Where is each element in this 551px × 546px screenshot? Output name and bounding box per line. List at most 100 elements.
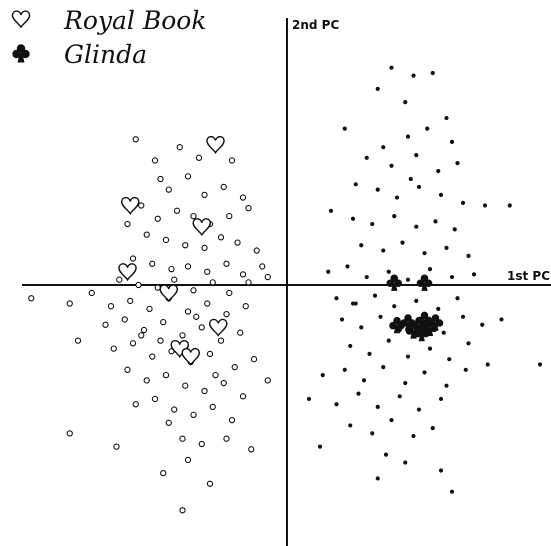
point-small-open-circle-5 [228, 157, 236, 164]
point-small-open-circle-57 [140, 326, 148, 334]
point-small-filled-dot-9 [425, 126, 430, 131]
point-small-filled-dot-61 [367, 351, 372, 356]
x-axis-label: 1st PC [507, 269, 550, 283]
point-small-filled-dot-47 [372, 293, 378, 298]
point-small-filled-dot-90 [375, 476, 380, 481]
point-small-filled-dot-1 [411, 73, 416, 78]
point-small-open-circle-8 [184, 173, 192, 180]
point-small-filled-dot-35 [466, 253, 471, 258]
point-small-open-circle-21 [162, 236, 170, 244]
point-small-open-circle-59 [179, 332, 186, 339]
point-small-open-circle-53 [223, 310, 230, 318]
point-small-filled-dot-13 [414, 153, 419, 158]
point-small-filled-dot-48 [392, 304, 397, 309]
point-open-heart-7 [181, 347, 200, 367]
legend-heart-icon [11, 10, 31, 29]
point-small-filled-dot-24 [350, 216, 356, 221]
point-small-open-circle-89 [198, 440, 205, 448]
point-small-open-circle-26 [253, 247, 260, 254]
point-small-filled-dot-86 [430, 426, 435, 431]
point-small-open-circle-80 [151, 395, 159, 403]
point-small-filled-dot-76 [334, 402, 339, 407]
point-small-open-circle-22 [182, 242, 189, 249]
point-small-open-circle-2 [176, 144, 183, 151]
point-small-open-circle-55 [102, 321, 109, 328]
series-open-heart [118, 135, 228, 367]
legend-club-icon [12, 44, 30, 63]
point-small-filled-dot-50 [436, 306, 441, 311]
point-small-filled-dot-83 [370, 431, 375, 436]
point-small-open-circle-99 [212, 371, 219, 379]
point-small-filled-dot-32 [400, 240, 405, 245]
point-small-open-circle-73 [162, 371, 170, 379]
point-small-open-circle-65 [129, 340, 137, 347]
point-small-open-circle-13 [154, 215, 161, 222]
point-small-open-circle-47 [107, 303, 115, 310]
point-small-open-circle-79 [132, 401, 139, 408]
point-small-open-circle-11 [239, 194, 247, 201]
point-small-filled-dot-16 [353, 182, 358, 187]
point-small-filled-dot-66 [466, 341, 471, 346]
point-small-open-circle-87 [165, 419, 172, 426]
point-small-filled-dot-93 [499, 317, 504, 322]
y-axis-label: 2nd PC [292, 18, 339, 32]
point-small-filled-dot-18 [394, 195, 400, 200]
point-small-open-circle-41 [226, 289, 233, 297]
point-small-filled-dot-40 [386, 269, 391, 274]
point-small-open-circle-29 [168, 265, 175, 273]
point-small-filled-dot-81 [438, 396, 444, 402]
point-small-open-circle-74 [182, 382, 189, 389]
point-small-filled-dot-23 [328, 208, 334, 213]
point-small-open-circle-51 [184, 308, 192, 315]
point-small-filled-dot-59 [480, 322, 485, 327]
point-small-filled-dot-62 [386, 338, 391, 343]
point-small-open-circle-71 [124, 366, 131, 373]
point-small-filled-dot-15 [455, 161, 460, 166]
point-small-filled-dot-2 [430, 70, 435, 76]
point-small-filled-dot-54 [378, 314, 383, 319]
point-small-filled-dot-74 [463, 367, 468, 372]
point-small-filled-dot-94 [485, 362, 490, 367]
point-small-filled-dot-77 [356, 391, 361, 396]
point-open-heart-5 [209, 318, 228, 337]
legend-label-royal-book: Royal Book [63, 6, 206, 35]
point-small-open-circle-14 [173, 207, 181, 214]
point-small-open-circle-24 [217, 234, 225, 241]
point-filled-club-9 [413, 324, 430, 342]
point-small-open-circle-25 [234, 239, 241, 246]
point-small-open-circle-62 [237, 329, 244, 336]
point-small-open-circle-39 [190, 287, 197, 294]
point-small-filled-dot-64 [427, 346, 433, 351]
point-small-open-circle-31 [204, 268, 211, 275]
point-small-filled-dot-60 [348, 343, 353, 349]
point-small-filled-dot-12 [389, 163, 394, 168]
point-small-open-circle-32 [223, 260, 230, 267]
point-small-filled-dot-80 [416, 407, 422, 412]
point-filled-club-0 [386, 274, 403, 291]
point-small-open-circle-12 [138, 202, 145, 209]
point-small-filled-dot-20 [438, 192, 444, 197]
point-small-open-circle-58 [160, 318, 167, 326]
point-small-open-circle-19 [124, 220, 131, 228]
point-small-open-circle-15 [190, 212, 197, 220]
point-small-open-circle-44 [28, 295, 35, 302]
point-small-filled-dot-79 [397, 394, 402, 399]
point-small-filled-dot-41 [405, 277, 411, 282]
point-small-filled-dot-95 [537, 362, 543, 367]
point-small-open-circle-75 [201, 387, 208, 395]
point-open-heart-1 [121, 196, 140, 216]
point-small-filled-dot-31 [381, 248, 386, 253]
point-small-open-circle-90 [223, 435, 230, 442]
point-small-open-circle-52 [204, 300, 211, 307]
point-small-filled-dot-75 [306, 396, 312, 402]
legend: Royal Book Glinda [11, 6, 206, 69]
point-small-open-circle-49 [146, 305, 153, 312]
point-small-open-circle-17 [226, 212, 233, 220]
point-small-open-circle-45 [66, 300, 73, 307]
point-small-open-circle-35 [116, 276, 123, 283]
point-small-open-circle-61 [217, 337, 225, 344]
point-small-open-circle-60 [198, 324, 205, 331]
point-small-open-circle-96 [138, 332, 145, 339]
point-small-open-circle-66 [149, 353, 156, 360]
point-small-filled-dot-21 [460, 200, 466, 205]
